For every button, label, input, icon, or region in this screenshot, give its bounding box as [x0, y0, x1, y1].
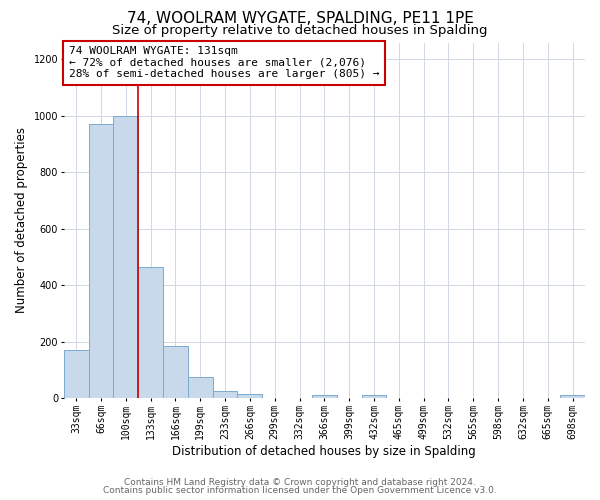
Bar [188, 377, 212, 398]
Text: Size of property relative to detached houses in Spalding: Size of property relative to detached ho… [112, 24, 488, 37]
Text: 74, WOOLRAM WYGATE, SPALDING, PE11 1PE: 74, WOOLRAM WYGATE, SPALDING, PE11 1PE [127, 11, 473, 26]
Bar [212, 391, 238, 398]
Bar [238, 394, 262, 398]
Bar [89, 124, 113, 398]
Bar [560, 396, 585, 398]
Bar [362, 396, 386, 398]
Text: 74 WOOLRAM WYGATE: 131sqm
← 72% of detached houses are smaller (2,076)
28% of se: 74 WOOLRAM WYGATE: 131sqm ← 72% of detac… [69, 46, 379, 80]
X-axis label: Distribution of detached houses by size in Spalding: Distribution of detached houses by size … [172, 444, 476, 458]
Bar [113, 116, 138, 398]
Text: Contains public sector information licensed under the Open Government Licence v3: Contains public sector information licen… [103, 486, 497, 495]
Bar [163, 346, 188, 398]
Bar [138, 267, 163, 398]
Text: Contains HM Land Registry data © Crown copyright and database right 2024.: Contains HM Land Registry data © Crown c… [124, 478, 476, 487]
Bar [312, 396, 337, 398]
Bar [64, 350, 89, 398]
Y-axis label: Number of detached properties: Number of detached properties [15, 128, 28, 314]
